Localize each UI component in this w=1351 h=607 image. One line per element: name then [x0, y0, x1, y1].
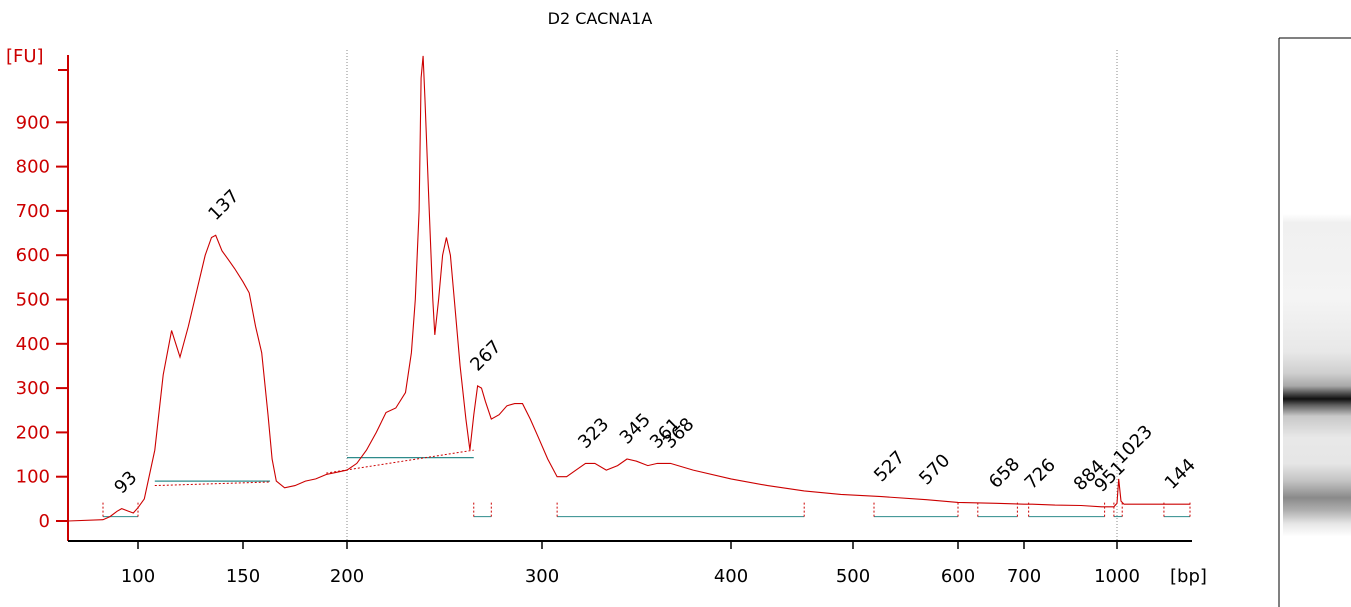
baseline-dashed-0	[154, 481, 271, 487]
chart-title: D2 CACNA1A	[548, 9, 653, 28]
y-tick-label-900: 900	[16, 112, 50, 133]
x-tick-label-1000: 1000	[1094, 566, 1140, 587]
peak-label-7: 527	[870, 447, 909, 486]
x-axis: 100 150 200 300 400 500 600 700 1000	[68, 540, 1192, 587]
trace-line-0	[67, 55, 1190, 522]
y-axis: 0 100 200 300 400 500 600 700 800 900	[16, 55, 69, 541]
y-tick-label-700: 700	[16, 201, 50, 222]
peak-label-9: 658	[985, 454, 1024, 493]
y-tick-label-500: 500	[16, 290, 50, 311]
y-tick-label-200: 200	[16, 422, 50, 443]
ladder-marker-lines	[346, 50, 1118, 540]
x-tick-label-600: 600	[941, 566, 975, 587]
peak-label-1: 137	[204, 186, 243, 225]
trace-series	[67, 55, 1190, 522]
peak-label-2: 267	[466, 336, 505, 375]
peak-baselines	[102, 449, 1191, 518]
y-tick-label-300: 300	[16, 378, 50, 399]
x-axis-label: [bp]	[1170, 566, 1207, 587]
y-axis-label: [FU]	[6, 46, 44, 67]
y-tick-label-600: 600	[16, 245, 50, 266]
peak-label-14: 144	[1161, 455, 1200, 494]
x-tick-label-150: 150	[226, 566, 260, 587]
peak-label-10: 726	[1021, 455, 1060, 494]
x-tick-label-400: 400	[714, 566, 748, 587]
gel-lane	[1278, 37, 1351, 607]
x-tick-label-300: 300	[525, 566, 559, 587]
peak-label-8: 570	[915, 450, 954, 489]
peak-label-3: 323	[574, 414, 613, 453]
x-tick-label-700: 700	[1007, 566, 1041, 587]
x-tick-label-200: 200	[330, 566, 364, 587]
baseline-dashed-1	[326, 449, 474, 474]
y-tick-label-100: 100	[16, 467, 50, 488]
x-tick-label-500: 500	[836, 566, 870, 587]
peak-label-0: 93	[110, 467, 141, 498]
x-tick-label-100: 100	[121, 566, 155, 587]
peak-label-4: 345	[616, 409, 655, 448]
y-tick-label-0: 0	[39, 511, 50, 532]
y-tick-label-800: 800	[16, 157, 50, 178]
y-tick-label-400: 400	[16, 334, 50, 355]
